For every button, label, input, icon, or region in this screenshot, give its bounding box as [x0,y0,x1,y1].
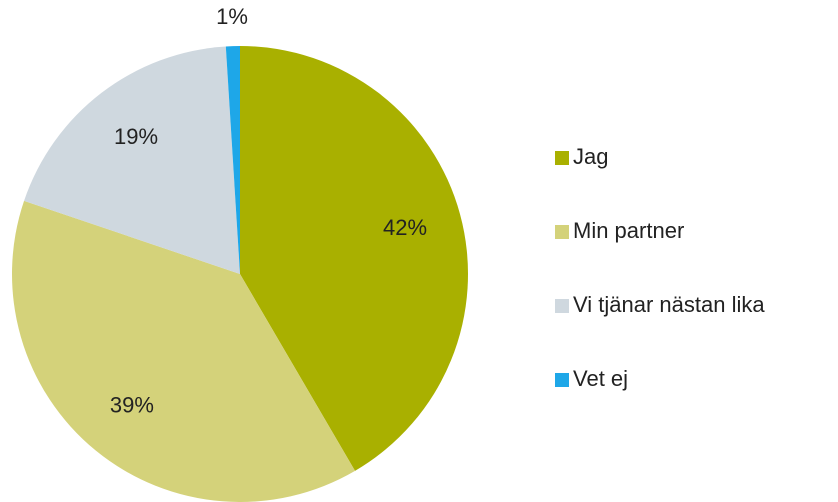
legend-label: Jag [573,144,608,169]
data-label: 19% [114,124,158,149]
legend-swatch [555,299,569,313]
legend-label: Vi tjänar nästan lika [573,292,765,317]
data-label: 1% [216,4,248,29]
pie-slice [240,46,468,471]
data-label: 42% [383,215,427,240]
legend-label: Min partner [573,218,684,243]
pie-slice [12,200,356,502]
pie-slice [24,46,240,275]
legend-label: Vet ej [573,366,628,391]
data-label: 39% [110,392,154,417]
legend-swatch [555,225,569,239]
legend-swatch [555,373,569,387]
pie-slice [225,46,240,274]
legend-swatch [555,151,569,165]
